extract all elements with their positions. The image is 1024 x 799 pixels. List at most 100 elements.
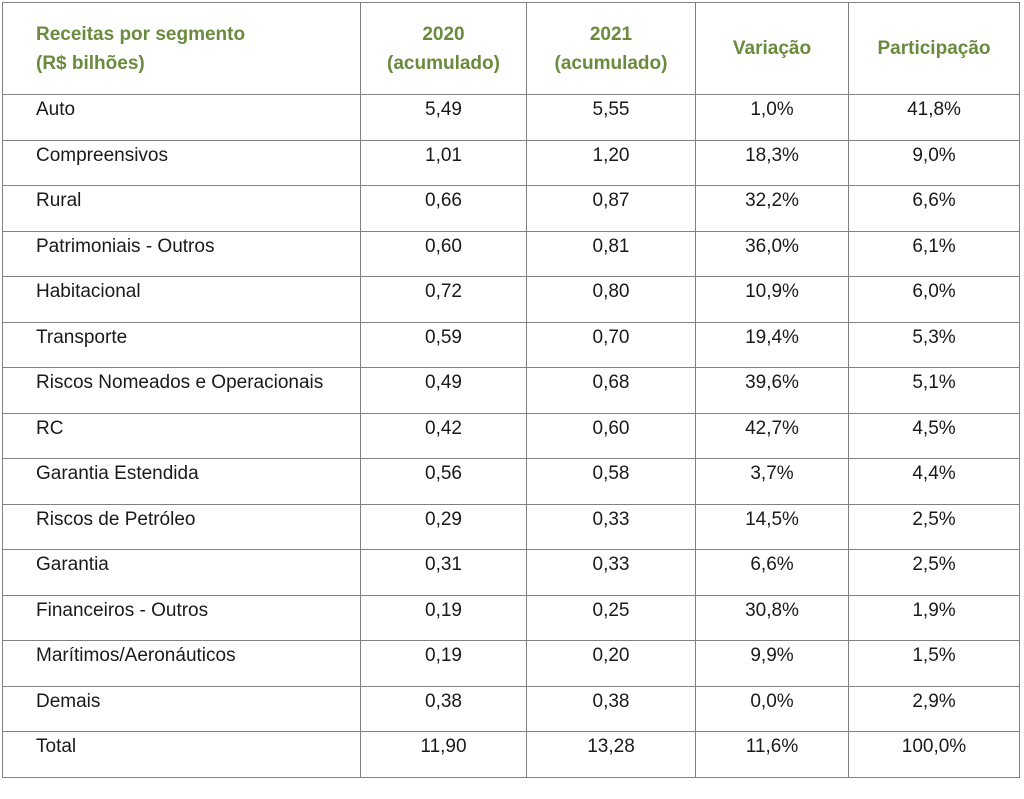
variation-cell: 6,6% [695,549,849,596]
segment-cell: Riscos de Petróleo [2,503,361,550]
share-cell: 9,0% [848,139,1020,186]
table-row: Garantia 0,31 0,33 6,6% 2,5% [2,549,1020,596]
variation-cell: 9,9% [695,640,849,687]
segment-cell: Transporte [2,321,361,368]
value-2021-cell: 0,68 [526,367,696,414]
segment-cell: Demais [2,685,361,732]
share-cell: 6,1% [848,230,1020,277]
value-2021-cell: 0,81 [526,230,696,277]
value-2020-cell: 0,19 [360,640,527,687]
segment-cell: Patrimoniais - Outros [2,230,361,277]
value-2021-cell: 0,80 [526,276,696,323]
variation-cell: 42,7% [695,412,849,459]
value-2020-cell: 0,60 [360,230,527,277]
value-2021-cell: 0,25 [526,594,696,641]
share-cell: 1,9% [848,594,1020,641]
share-cell: 6,0% [848,276,1020,323]
value-2020-cell: 0,59 [360,321,527,368]
revenue-by-segment-table: Receitas por segmento (R$ bilhões) 2020 … [2,2,1020,778]
table-row: Demais 0,38 0,38 0,0% 2,9% [2,685,1020,732]
variation-cell: 19,4% [695,321,849,368]
segment-cell: Total [2,731,361,778]
segment-cell: Auto [2,94,361,141]
segment-column-header: Receitas por segmento (R$ bilhões) [2,2,361,95]
table-row: Riscos de Petróleo 0,29 0,33 14,5% 2,5% [2,503,1020,550]
total-row: Total 11,90 13,28 11,6% 100,0% [2,731,1020,778]
value-2020-cell: 0,49 [360,367,527,414]
share-cell: 4,5% [848,412,1020,459]
table-row: Garantia Estendida 0,56 0,58 3,7% 4,4% [2,458,1020,505]
year-2021-header-line2: (acumulado) [554,52,668,74]
segment-cell: Marítimos/Aeronáuticos [2,640,361,687]
table-row: Financeiros - Outros 0,19 0,25 30,8% 1,9% [2,594,1020,641]
variation-cell: 32,2% [695,185,849,232]
segment-header-line1: Receitas por segmento [36,23,246,45]
variation-cell: 11,6% [695,731,849,778]
table-row: Habitacional 0,72 0,80 10,9% 6,0% [2,276,1020,323]
segment-cell: Habitacional [2,276,361,323]
value-2021-cell: 0,20 [526,640,696,687]
value-2020-cell: 5,49 [360,94,527,141]
share-cell: 41,8% [848,94,1020,141]
variation-column-header: Variação [695,2,849,95]
share-cell: 2,5% [848,549,1020,596]
variation-cell: 39,6% [695,367,849,414]
share-cell: 4,4% [848,458,1020,505]
segment-cell: Rural [2,185,361,232]
segment-cell: Compreensivos [2,139,361,186]
variation-cell: 36,0% [695,230,849,277]
value-2020-cell: 0,38 [360,685,527,732]
value-2021-cell: 0,70 [526,321,696,368]
value-2021-cell: 1,20 [526,139,696,186]
year-2021-header-line1: 2021 [589,23,633,45]
value-2020-cell: 0,31 [360,549,527,596]
share-cell: 5,3% [848,321,1020,368]
table-row: Auto 5,49 5,55 1,0% 41,8% [2,94,1020,141]
value-2021-cell: 5,55 [526,94,696,141]
value-2020-cell: 0,29 [360,503,527,550]
value-2021-cell: 0,38 [526,685,696,732]
segment-cell: Garantia Estendida [2,458,361,505]
table-row: Rural 0,66 0,87 32,2% 6,6% [2,185,1020,232]
value-2020-cell: 11,90 [360,731,527,778]
share-cell: 2,9% [848,685,1020,732]
variation-cell: 0,0% [695,685,849,732]
variation-cell: 30,8% [695,594,849,641]
share-cell: 6,6% [848,185,1020,232]
segment-cell: RC [2,412,361,459]
segment-header-line2: (R$ bilhões) [36,52,145,74]
segment-cell: Garantia [2,549,361,596]
table-row: RC 0,42 0,60 42,7% 4,5% [2,412,1020,459]
table-row: Patrimoniais - Outros 0,60 0,81 36,0% 6,1% [2,230,1020,277]
value-2020-cell: 0,19 [360,594,527,641]
segment-cell: Riscos Nomeados e Operacionais [2,367,361,414]
variation-cell: 18,3% [695,139,849,186]
share-cell: 2,5% [848,503,1020,550]
value-2020-cell: 0,66 [360,185,527,232]
year-2020-header-line1: 2020 [422,23,465,45]
value-2021-cell: 0,87 [526,185,696,232]
variation-cell: 14,5% [695,503,849,550]
segment-cell: Financeiros - Outros [2,594,361,641]
table-row: Transporte 0,59 0,70 19,4% 5,3% [2,321,1020,368]
year-2021-column-header: 2021 (acumulado) [526,2,696,95]
variation-cell: 3,7% [695,458,849,505]
value-2021-cell: 0,33 [526,549,696,596]
value-2020-cell: 0,56 [360,458,527,505]
header-row: Receitas por segmento (R$ bilhões) 2020 … [2,2,1020,95]
value-2021-cell: 0,60 [526,412,696,459]
table-row: Riscos Nomeados e Operacionais 0,49 0,68 39… [2,367,1020,414]
table-body: Auto 5,49 5,55 1,0% 41,8% Compreensivos 1,01 1,… [2,94,1020,778]
value-2020-cell: 0,42 [360,412,527,459]
value-2020-cell: 0,72 [360,276,527,323]
variation-cell: 1,0% [695,94,849,141]
share-cell: 5,1% [848,367,1020,414]
table-row: Compreensivos 1,01 1,20 18,3% 9,0% [2,139,1020,186]
share-cell: 1,5% [848,640,1020,687]
table-row: Marítimos/Aeronáuticos 0,19 0,20 9,9% 1,5% [2,640,1020,687]
value-2021-cell: 0,33 [526,503,696,550]
variation-cell: 10,9% [695,276,849,323]
year-2020-header-line2: (acumulado) [387,52,500,74]
year-2020-column-header: 2020 (acumulado) [360,2,527,95]
value-2020-cell: 1,01 [360,139,527,186]
